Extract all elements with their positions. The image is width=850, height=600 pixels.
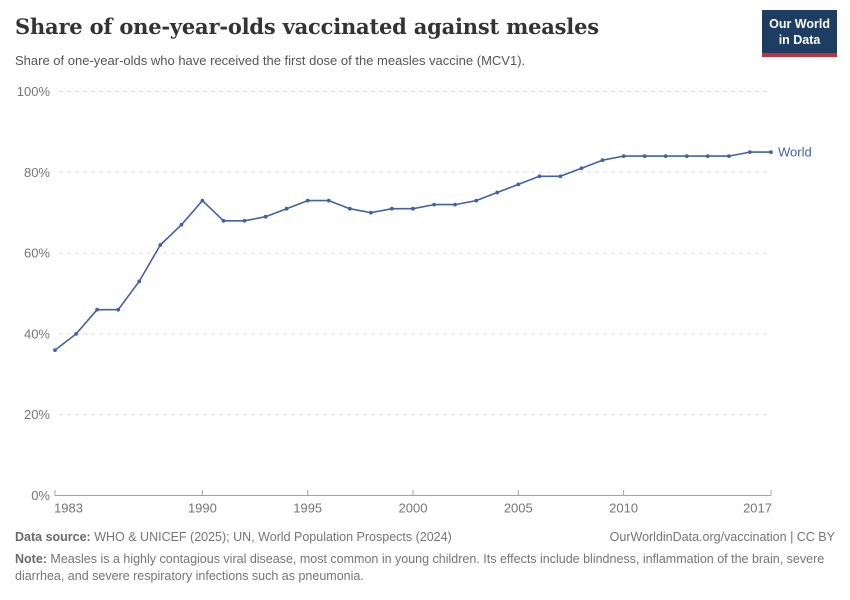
data-point[interactable]	[305, 198, 310, 203]
footer-source-row: Data source: WHO & UNICEF (2025); UN, Wo…	[15, 530, 835, 544]
data-point[interactable]	[326, 198, 331, 203]
data-point[interactable]	[748, 150, 752, 155]
data-point[interactable]	[221, 218, 226, 223]
owid-logo-line1: Our World	[769, 17, 830, 31]
owid-logo-line2: in Data	[778, 33, 821, 48]
y-tick-label: 0%	[31, 488, 50, 503]
data-point[interactable]	[179, 222, 184, 227]
data-point[interactable]	[537, 174, 542, 179]
data-point[interactable]	[474, 198, 479, 203]
data-point[interactable]	[600, 158, 605, 163]
data-point[interactable]	[200, 198, 205, 203]
owid-logo[interactable]: Our World in Data	[762, 10, 837, 57]
note-label: Note:	[15, 552, 47, 566]
x-tick-label: 2017	[743, 501, 772, 516]
chart-subtitle: Share of one-year-olds who have received…	[15, 53, 526, 68]
y-tick-label: 100%	[17, 84, 51, 99]
data-point[interactable]	[558, 174, 563, 179]
data-point[interactable]	[242, 218, 247, 223]
page-title: Share of one-year-olds vaccinated agains…	[15, 14, 599, 39]
data-point[interactable]	[705, 154, 710, 159]
data-point[interactable]	[663, 154, 668, 159]
data-point[interactable]	[137, 279, 142, 284]
x-tick-label: 1995	[293, 501, 322, 516]
x-tick-label: 2005	[504, 501, 533, 516]
data-source-text: Data source: WHO & UNICEF (2025); UN, Wo…	[15, 530, 452, 544]
data-point[interactable]	[263, 214, 268, 219]
x-tick-label: 2010	[609, 501, 638, 516]
data-point[interactable]	[432, 202, 436, 207]
data-point[interactable]	[158, 243, 163, 247]
data-point[interactable]	[516, 182, 521, 187]
data-point[interactable]	[684, 154, 689, 159]
x-tick-label: 2000	[399, 501, 428, 516]
data-point[interactable]	[621, 154, 626, 159]
x-tick-label: 1990	[188, 501, 217, 516]
data-source-label: Data source:	[15, 530, 91, 544]
x-tick-label: 1983	[54, 501, 83, 516]
data-point[interactable]	[284, 206, 289, 211]
data-point[interactable]	[347, 206, 352, 211]
data-point[interactable]	[95, 307, 99, 312]
footer-note: Note: Measles is a highly contagious vir…	[15, 552, 825, 583]
world-line[interactable]	[54, 151, 772, 351]
data-point[interactable]	[53, 348, 57, 352]
data-point[interactable]	[579, 166, 584, 171]
data-point[interactable]	[642, 154, 647, 159]
owid-link[interactable]: OurWorldinData.org/vaccination | CC BY	[609, 530, 835, 544]
data-point[interactable]	[390, 206, 394, 211]
y-tick-label: 80%	[24, 165, 50, 180]
data-point[interactable]	[116, 307, 121, 312]
y-tick-label: 60%	[24, 246, 50, 261]
data-point[interactable]	[495, 190, 500, 195]
y-tick-label: 40%	[24, 326, 50, 341]
data-point[interactable]	[411, 206, 415, 211]
data-point[interactable]	[727, 154, 731, 159]
series-end-label[interactable]: World	[778, 145, 812, 160]
data-point[interactable]	[369, 210, 373, 215]
data-point[interactable]	[74, 332, 78, 336]
y-tick-label: 20%	[24, 407, 50, 422]
data-point[interactable]	[769, 150, 773, 155]
data-point[interactable]	[453, 202, 457, 207]
